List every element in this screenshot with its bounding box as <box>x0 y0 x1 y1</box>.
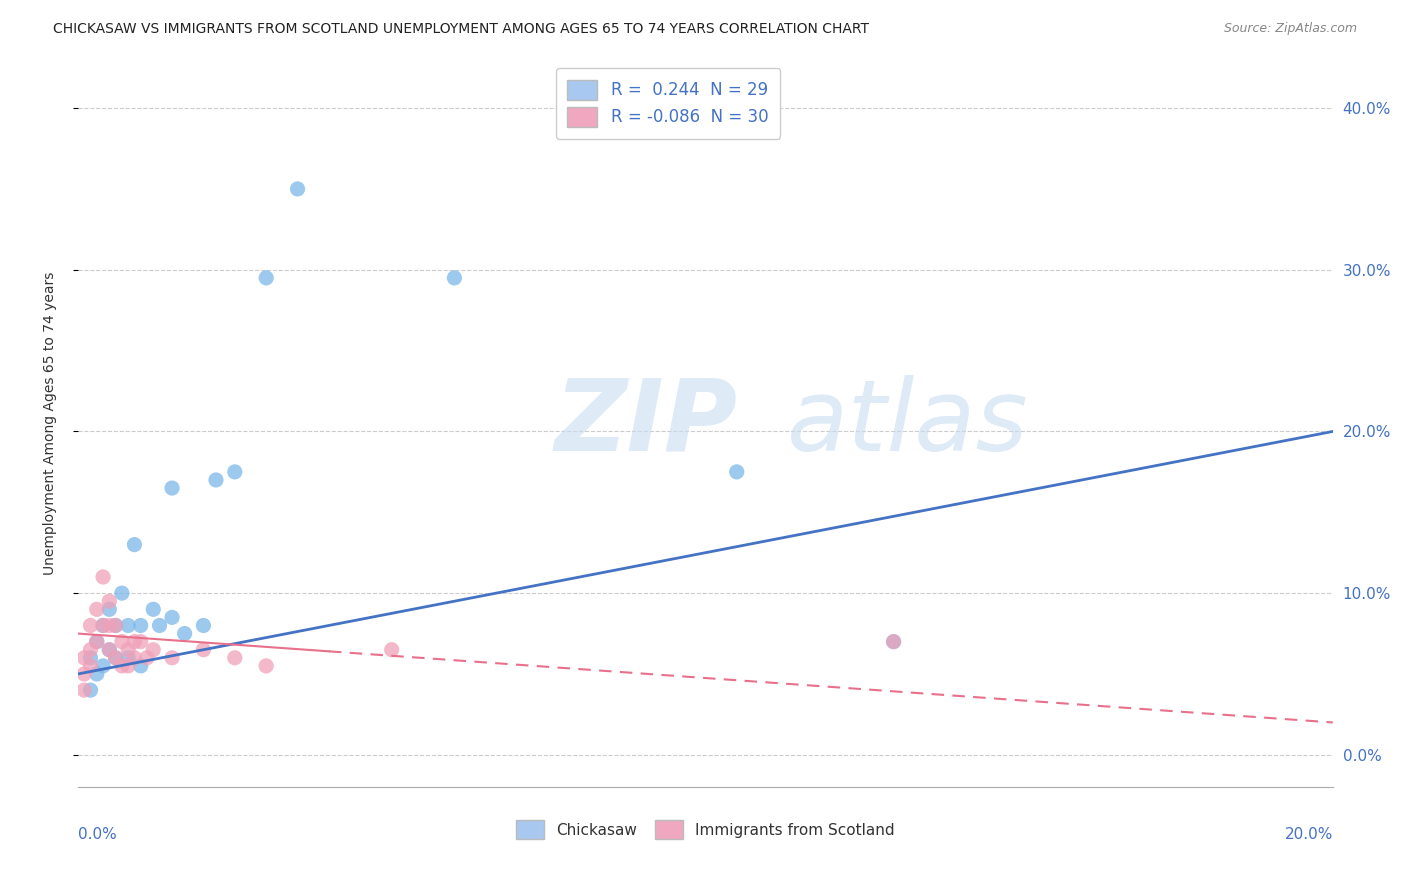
Text: atlas: atlas <box>787 375 1029 472</box>
Point <box>160 650 183 665</box>
Y-axis label: Unemployment Among Ages 65 to 74 years: Unemployment Among Ages 65 to 74 years <box>44 272 58 575</box>
Point <box>129 634 152 648</box>
Point <box>443 271 465 285</box>
Point <box>142 642 165 657</box>
Point <box>73 683 96 698</box>
Point <box>91 618 114 632</box>
Text: ZIP: ZIP <box>555 375 738 472</box>
Point <box>117 642 139 657</box>
Point <box>124 650 146 665</box>
Text: 20.0%: 20.0% <box>1285 827 1333 842</box>
Point <box>148 618 170 632</box>
Point <box>98 642 121 657</box>
Point <box>224 650 246 665</box>
Point <box>104 650 127 665</box>
Point <box>205 473 228 487</box>
Point <box>193 618 215 632</box>
Point <box>224 465 246 479</box>
Point <box>725 465 748 479</box>
Text: CHICKASAW VS IMMIGRANTS FROM SCOTLAND UNEMPLOYMENT AMONG AGES 65 TO 74 YEARS COR: CHICKASAW VS IMMIGRANTS FROM SCOTLAND UN… <box>53 22 869 37</box>
Point <box>98 602 121 616</box>
Point <box>254 659 277 673</box>
Point <box>254 271 277 285</box>
Text: Source: ZipAtlas.com: Source: ZipAtlas.com <box>1223 22 1357 36</box>
Point <box>111 659 134 673</box>
Point <box>91 618 114 632</box>
Point <box>160 481 183 495</box>
Point <box>111 586 134 600</box>
Point <box>79 659 101 673</box>
Point <box>287 182 309 196</box>
Point <box>98 618 121 632</box>
Point <box>86 634 108 648</box>
Point <box>117 659 139 673</box>
Point <box>86 634 108 648</box>
Point <box>98 642 121 657</box>
Point <box>381 642 404 657</box>
Point <box>136 650 159 665</box>
Point <box>86 667 108 681</box>
Point <box>117 650 139 665</box>
Point <box>91 570 114 584</box>
Point <box>86 602 108 616</box>
Point <box>883 634 905 648</box>
Point <box>79 618 101 632</box>
Legend: Chickasaw, Immigrants from Scotland: Chickasaw, Immigrants from Scotland <box>510 814 901 845</box>
Point <box>98 594 121 608</box>
Point <box>160 610 183 624</box>
Point <box>124 538 146 552</box>
Point <box>111 634 134 648</box>
Point <box>883 634 905 648</box>
Point <box>79 683 101 698</box>
Point <box>124 634 146 648</box>
Point <box>73 667 96 681</box>
Point <box>79 642 101 657</box>
Point <box>129 659 152 673</box>
Point <box>73 650 96 665</box>
Point <box>129 618 152 632</box>
Point <box>104 618 127 632</box>
Point <box>91 659 114 673</box>
Text: 0.0%: 0.0% <box>77 827 117 842</box>
Point <box>193 642 215 657</box>
Point <box>117 618 139 632</box>
Point <box>104 650 127 665</box>
Point <box>104 618 127 632</box>
Point <box>142 602 165 616</box>
Point <box>173 626 195 640</box>
Point <box>79 650 101 665</box>
